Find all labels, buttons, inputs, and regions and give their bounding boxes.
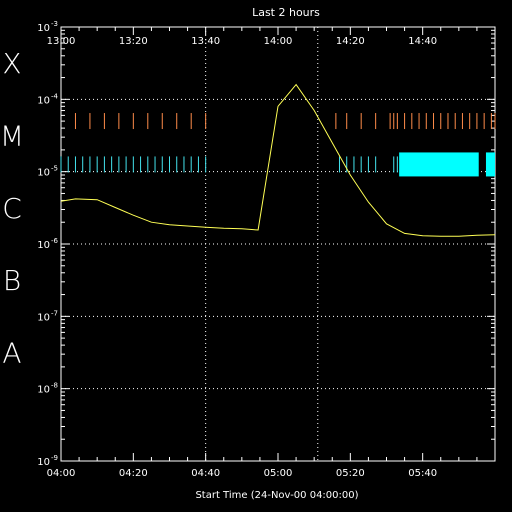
y-tick-label: 10	[37, 457, 50, 468]
y-tick-exponent: -3	[51, 20, 58, 28]
flare-class-label: B	[3, 264, 21, 297]
flare-class-label: A	[2, 337, 21, 370]
grid-layer	[61, 27, 495, 461]
flare-class-label: M	[0, 120, 24, 153]
x-tick-label: 04:00	[47, 468, 76, 479]
x-tick-label: 05:20	[336, 468, 365, 479]
chart-title: Last 2 hours	[252, 6, 320, 19]
x-tick-label: 04:40	[191, 468, 220, 479]
y-tick-label: 10	[37, 168, 50, 179]
flare-class-label: X	[2, 47, 21, 80]
y-tick-label: 10	[37, 240, 50, 251]
flare-class-label: C	[2, 192, 22, 225]
event-marks-layer	[60, 113, 496, 177]
event-fill-block	[485, 152, 495, 177]
x-tick-label: 05:40	[408, 468, 437, 479]
y-tick-exponent: -9	[51, 454, 58, 462]
y-tick-exponent: -5	[51, 165, 58, 173]
x-axis-label: Start Time (24-Nov-00 04:00:00)	[195, 490, 358, 501]
axis-labels-layer: 04:00 04:20 04:40 05:00 05:20 05:40 13:00 13:20…	[0, 20, 437, 479]
x-tick-label: 04:20	[119, 468, 148, 479]
x-tick-label: 05:00	[264, 468, 293, 479]
y-tick-exponent: -6	[51, 237, 59, 245]
y-tick-exponent: -4	[51, 92, 59, 100]
y-tick-exponent: -8	[51, 382, 58, 390]
top-time-label: 13:20	[119, 36, 148, 47]
flux-series-line	[60, 83, 496, 237]
y-tick-label: 10	[37, 312, 50, 323]
y-tick-label: 10	[37, 95, 50, 106]
top-time-label: 13:40	[191, 36, 220, 47]
ticks-layer	[60, 26, 496, 462]
top-time-label: 14:20	[336, 36, 365, 47]
y-tick-label: 10	[37, 23, 50, 34]
top-time-label: 14:40	[408, 36, 437, 47]
event-fill-block	[399, 152, 479, 177]
top-time-label: 14:00	[264, 36, 293, 47]
y-tick-exponent: -7	[51, 309, 58, 317]
top-time-label: 13:00	[47, 36, 76, 47]
y-tick-label: 10	[37, 385, 50, 396]
